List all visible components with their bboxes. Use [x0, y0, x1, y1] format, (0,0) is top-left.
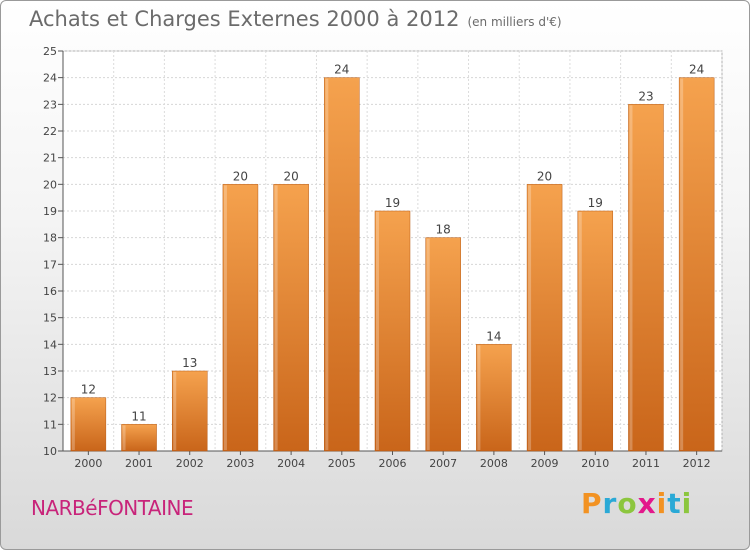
labels: 12 11 13 20 20 24 19 18 14 20 19 23 24: [81, 63, 705, 424]
y-tick-label: 15: [43, 312, 57, 325]
bar-highlight: [274, 185, 278, 451]
axes: 10 11 12 13 14 15 16 17 18 19 20 21 22 23 24 25 2000 2001…: [43, 45, 722, 470]
y-tick-label: 16: [43, 285, 57, 298]
chart-subtitle: (en milliers d'€): [467, 15, 562, 29]
x-tick-label: 2006: [379, 457, 407, 470]
bar-value-label: 12: [81, 383, 96, 397]
bar: [577, 210, 614, 452]
logo-letter: i: [656, 487, 668, 520]
y-tick-label: 23: [43, 98, 57, 111]
x-tick-label: 2010: [581, 457, 609, 470]
title-text: Achats et Charges Externes 2000 à 2012: [29, 7, 460, 31]
x-tick-label: 2011: [632, 457, 660, 470]
y-tick-label: 22: [43, 125, 57, 138]
y-tick-label: 19: [43, 205, 57, 218]
x-tick-label: 2008: [480, 457, 508, 470]
bar-value-label: 19: [588, 196, 603, 210]
bar-highlight: [122, 425, 126, 450]
bars: [70, 77, 715, 452]
bar-highlight: [680, 78, 684, 451]
bar: [526, 184, 563, 452]
bar: [374, 210, 411, 452]
bar-value-label: 18: [436, 223, 451, 237]
logo-letter: x: [637, 487, 657, 520]
bar: [70, 397, 107, 452]
bar-highlight: [325, 78, 329, 451]
logo-letter: P: [581, 487, 603, 520]
bar-value-label: 14: [486, 329, 501, 343]
y-tick-label: 14: [43, 338, 57, 351]
logo-letter: t: [667, 487, 682, 520]
y-tick-label: 25: [43, 45, 57, 58]
bar-value-label: 20: [233, 169, 248, 183]
logo-letter: i: [681, 487, 693, 520]
y-tick-label: 13: [43, 365, 57, 378]
bar: [425, 237, 461, 452]
x-tick-label: 2000: [74, 457, 102, 470]
proxiti-logo[interactable]: Proxiti: [581, 487, 692, 520]
x-tick-label: 2007: [429, 457, 457, 470]
y-tick-label: 17: [43, 258, 57, 271]
bar: [171, 370, 208, 452]
bar-value-label: 13: [182, 356, 197, 370]
town-name: NARBéFONTAINE: [31, 496, 194, 520]
bar-highlight: [223, 185, 227, 451]
x-tick-label: 2003: [226, 457, 254, 470]
bar-highlight: [629, 105, 633, 450]
bar: [273, 184, 309, 452]
y-tick-label: 21: [43, 152, 57, 165]
bar-value-label: 20: [283, 169, 298, 183]
x-tick-label: 2004: [277, 457, 305, 470]
bar: [121, 424, 157, 452]
bar-value-label: 23: [638, 89, 653, 103]
bar-highlight: [477, 345, 481, 450]
logo-letter: r: [602, 487, 618, 520]
y-tick-label: 18: [43, 232, 57, 245]
y-tick-label: 24: [43, 72, 57, 85]
x-tick-label: 2009: [531, 457, 559, 470]
bar-highlight: [426, 238, 430, 450]
bar-value-label: 24: [334, 63, 349, 77]
y-tick-label: 11: [43, 418, 57, 431]
bar-value-label: 20: [537, 169, 552, 183]
bar-highlight: [71, 398, 75, 450]
bar: [678, 77, 715, 452]
bar-highlight: [578, 212, 582, 450]
logo-letter: o: [617, 487, 638, 520]
bar-value-label: 19: [385, 196, 400, 210]
bar: [222, 184, 259, 452]
x-tick-label: 2012: [683, 457, 711, 470]
chart-title: Achats et Charges Externes 2000 à 2012 (e…: [29, 7, 562, 31]
y-tick-label: 12: [43, 392, 57, 405]
bar-highlight: [173, 372, 177, 450]
bar-value-label: 24: [689, 63, 704, 77]
y-tick-label: 10: [43, 445, 57, 458]
x-tick-label: 2002: [176, 457, 204, 470]
bar-highlight: [528, 185, 532, 451]
bar: [628, 104, 664, 452]
x-tick-label: 2005: [328, 457, 356, 470]
bar: [476, 344, 512, 452]
bar-highlight: [376, 212, 379, 450]
bar-value-label: 11: [131, 409, 146, 423]
bar: [324, 77, 360, 452]
y-tick-label: 20: [43, 178, 57, 191]
x-tick-label: 2001: [125, 457, 153, 470]
